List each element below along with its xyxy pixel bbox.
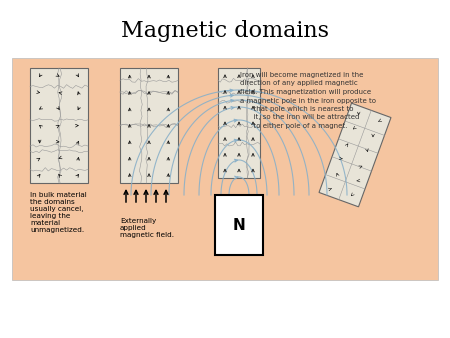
Bar xyxy=(120,68,178,183)
Bar xyxy=(12,58,438,280)
Text: N: N xyxy=(233,217,245,233)
Bar xyxy=(215,195,263,255)
Bar xyxy=(30,68,88,183)
Bar xyxy=(218,68,260,178)
Text: Magnetic domains: Magnetic domains xyxy=(121,20,329,42)
Text: Externally
applied
magnetic field.: Externally applied magnetic field. xyxy=(120,218,174,238)
Text: In bulk material
the domains
usually cancel,
leaving the
material
unmagnetized.: In bulk material the domains usually can… xyxy=(30,192,87,233)
Polygon shape xyxy=(319,103,391,207)
Text: Iron will become magnetized in the
direction of any applied magnetic
field. This: Iron will become magnetized in the direc… xyxy=(240,72,376,129)
